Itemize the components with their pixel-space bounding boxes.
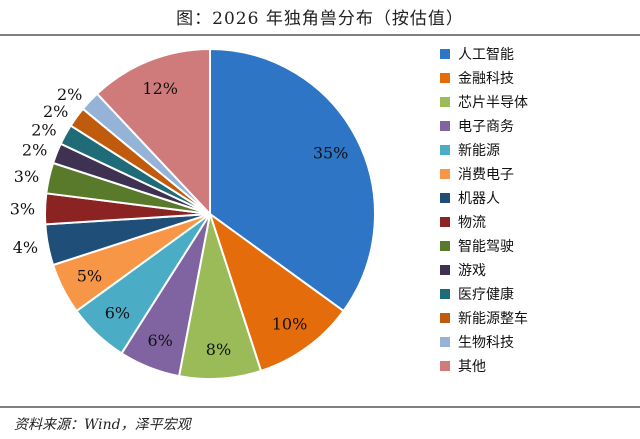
- legend-swatch: [440, 217, 450, 227]
- legend-label: 人工智能: [458, 47, 514, 63]
- legend-swatch: [440, 193, 450, 203]
- slice-label: 6%: [105, 304, 130, 323]
- legend-swatch: [440, 169, 450, 179]
- legend-label: 生物科技: [458, 335, 514, 351]
- pie-slice: [208, 211, 345, 373]
- slice-label: 2%: [22, 141, 47, 160]
- slice-label: 4%: [13, 238, 38, 257]
- legend-label: 金融科技: [458, 71, 514, 87]
- legend-label: 医疗健康: [458, 286, 514, 303]
- chart-title-bar: 图：2026 年独角兽分布（按估值）: [0, 0, 640, 36]
- slice-label: 6%: [148, 331, 173, 350]
- legend-label: 消费电子: [458, 167, 514, 183]
- legend-swatch: [440, 289, 450, 299]
- legend-swatch: [440, 337, 450, 347]
- legend-label: 游戏: [458, 263, 486, 279]
- slice-label: 8%: [206, 340, 231, 359]
- slice-label: 3%: [14, 167, 39, 186]
- legend-label: 新能源: [458, 143, 500, 159]
- slice-label: 10%: [272, 315, 308, 334]
- pie-slice: [95, 47, 211, 217]
- slice-label: 2%: [57, 85, 82, 104]
- legend-swatch: [440, 241, 450, 251]
- slice-label: 2%: [43, 102, 68, 121]
- pie-chart: 35%10%8%6%6%5%4%3%3%2%2%2%2% 12% 人工智能金融科技…: [10, 47, 528, 380]
- source-bar: 资料来源：Wind，泽平宏观: [0, 406, 640, 439]
- legend-swatch: [440, 265, 450, 275]
- legend-label: 新能源整车: [458, 310, 528, 327]
- legend-label: 芯片半导体: [458, 95, 528, 111]
- source-note: 资料来源：Wind，泽平宏观: [14, 417, 191, 433]
- pie-slice-labels: 35%10%8%6%6%5%4%3%3%2%2%2%2% 12%: [10, 79, 349, 359]
- legend-swatch: [440, 313, 450, 323]
- legend-label: 物流: [458, 215, 486, 231]
- slice-label: 5%: [77, 266, 102, 285]
- legend-swatch: [440, 49, 450, 59]
- pie-slice: [209, 47, 376, 313]
- slice-label: 2%: [31, 121, 56, 140]
- legend-label: 电子商务: [458, 119, 514, 135]
- legend-label: 其他: [458, 359, 486, 375]
- slice-label: 3%: [10, 200, 35, 219]
- legend-label: 智能驾驶: [458, 239, 514, 255]
- pie-slices: [44, 47, 376, 380]
- legend-swatch: [440, 73, 450, 83]
- slice-label: 12%: [142, 79, 178, 98]
- legend-swatch: [440, 97, 450, 107]
- chart-title: 图：2026 年独角兽分布（按估值）: [176, 9, 464, 29]
- legend-swatch: [440, 145, 450, 155]
- chart-legend: 人工智能金融科技芯片半导体电子商务新能源消费电子机器人物流智能驾驶游戏医疗健康新…: [440, 47, 528, 375]
- legend-swatch: [440, 121, 450, 131]
- legend-label: 机器人: [458, 191, 500, 207]
- legend-swatch: [440, 361, 450, 371]
- slice-label: 35%: [313, 144, 349, 163]
